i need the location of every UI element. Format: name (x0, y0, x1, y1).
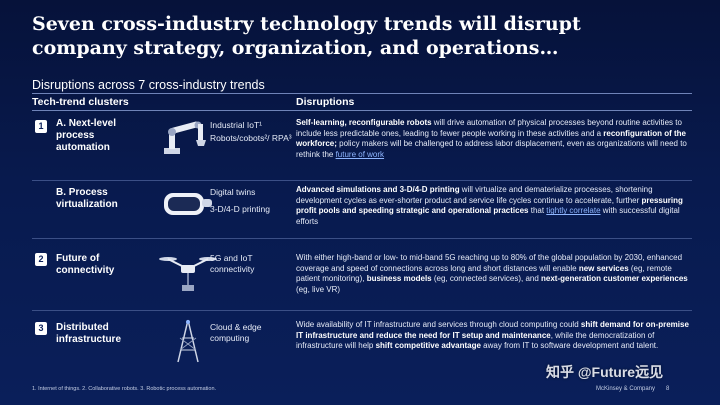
disruption-text: With either high-band or low- to mid-ban… (296, 253, 688, 294)
vr-headset-illustration (164, 193, 212, 215)
row-divider (32, 310, 692, 311)
divider (32, 93, 692, 94)
disruption-text: Advanced simulations and 3-D/4-D printin… (296, 185, 683, 226)
disruption-text: Wide availability of IT infrastructure a… (296, 320, 689, 351)
technology-list: Industrial IoT¹ Robots/cobots²/ RPA³ (210, 120, 294, 146)
cluster-number-badge: 2 (35, 253, 47, 266)
brand-name: McKinsey & Company (596, 386, 656, 392)
page-title: Seven cross-industry technology trends w… (32, 13, 581, 59)
technology-list: 5G and IoT connectivity (210, 253, 294, 277)
row-divider (32, 180, 692, 181)
technology-item: Robots/cobots²/ RPA³ (210, 133, 292, 143)
column-header-clusters: Tech-trend clusters (32, 96, 129, 108)
trend-row-connectivity: 2 Future of connectivity 5G and IoT conn… (32, 247, 692, 311)
technology-list: Digital twins 3-D/4-D printing (210, 187, 294, 217)
trend-row-process-automation: 1 A. Next-level process automation Indus… (32, 114, 692, 181)
technology-item: Industrial IoT¹ (210, 120, 262, 130)
page-number: 8 (666, 386, 670, 392)
row-divider (32, 238, 692, 239)
drone-illustration (159, 257, 217, 291)
column-header-disruptions: Disruptions (296, 96, 355, 108)
technology-list: Cloud & edge computing (210, 322, 294, 346)
technology-item: Digital twins (210, 187, 256, 197)
trend-row-infrastructure: 3 Distributed infrastructure Cloud & edg… (32, 318, 692, 368)
cluster-number-badge: 3 (35, 322, 47, 335)
technology-item: 3-D/4-D printing (210, 204, 270, 214)
trend-row-process-virtualization: B. Process virtualization Digital twins … (32, 183, 692, 239)
technology-item: 5G and IoT connectivity (210, 253, 255, 274)
footnote: 1. Internet of things. 2. Collaborative … (32, 386, 217, 392)
watermark: 知乎 @Future远见 (546, 364, 664, 380)
robot-arm-illustration (164, 121, 206, 154)
cell-tower-illustration (177, 319, 199, 363)
cluster-label: Distributed infrastructure (56, 322, 122, 345)
cluster-number-badge: 1 (35, 120, 47, 133)
disruption-text: Self-learning, reconfigurable robots wil… (296, 118, 687, 159)
cluster-label: A. Next-level process automation (56, 118, 117, 153)
divider (32, 110, 692, 111)
cluster-label: Future of connectivity (56, 253, 115, 276)
technology-item: Cloud & edge computing (210, 322, 262, 343)
cluster-label: B. Process virtualization (56, 187, 118, 210)
subtitle: Disruptions across 7 cross-industry tren… (32, 78, 265, 92)
